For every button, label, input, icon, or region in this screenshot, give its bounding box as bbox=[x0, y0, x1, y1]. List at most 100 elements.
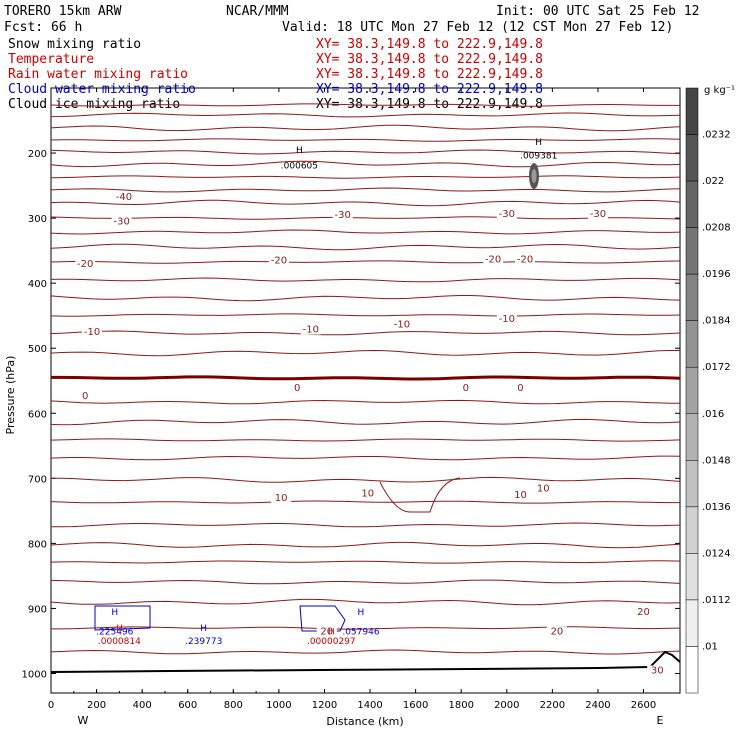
temperature-contour-line bbox=[50, 541, 681, 549]
maximum-value: .009381 bbox=[520, 151, 557, 161]
terrain-line bbox=[50, 650, 681, 673]
model-name: TORERO 15km ARW bbox=[4, 4, 122, 19]
contour-label-bg bbox=[268, 255, 289, 266]
x-tick-label: 600 bbox=[178, 700, 197, 711]
contour-label-bg bbox=[287, 383, 308, 394]
temperature-contour-line bbox=[50, 418, 681, 426]
maximum-marker: H bbox=[116, 624, 123, 634]
contour-label-bg bbox=[496, 314, 517, 325]
temperature-contour-line bbox=[50, 522, 681, 528]
contour-label: -10 bbox=[84, 327, 100, 338]
contour-label-bg bbox=[533, 483, 554, 494]
temperature-contour-line bbox=[50, 103, 680, 107]
contour-label: 10 bbox=[537, 483, 550, 494]
colorbar-tick-label: .016 bbox=[702, 409, 724, 420]
colorbar-tick-label: .0172 bbox=[702, 362, 731, 373]
contour-label-bg bbox=[483, 254, 504, 265]
contour-label: 20 bbox=[551, 626, 564, 637]
colorbar-tick-label: .0124 bbox=[702, 548, 731, 559]
contour-label: -20 bbox=[77, 259, 93, 270]
center-name: NCAR/MMM bbox=[226, 4, 289, 19]
temperature-contour-line bbox=[50, 124, 681, 132]
contour-label: 20 bbox=[637, 607, 650, 618]
y-tick-label: 1000 bbox=[22, 669, 47, 680]
contour-label: 0 bbox=[463, 383, 469, 394]
y-tick-label: 200 bbox=[28, 149, 47, 160]
init-time: Init: 00 UTC Sat 25 Feb 12 bbox=[496, 4, 700, 19]
temperature-contour-line bbox=[50, 112, 681, 118]
colorbar-swatch bbox=[685, 87, 699, 135]
maximum-value: .000605 bbox=[281, 162, 318, 172]
x-tick-label: 800 bbox=[224, 700, 243, 711]
x-tick-label: 1400 bbox=[357, 700, 382, 711]
maximum-marker: H bbox=[296, 146, 303, 156]
colorbar-swatch bbox=[685, 599, 699, 647]
contour-label-bg bbox=[82, 327, 103, 338]
legend-xy-range: XY= 38.3,149.8 to 222.9,149.8 bbox=[316, 67, 543, 82]
contour-label: -20 bbox=[517, 254, 533, 265]
legend-xy-range: XY= 38.3,149.8 to 222.9,149.8 bbox=[316, 52, 543, 67]
contour-label-bg bbox=[75, 258, 96, 269]
colorbar-tick-label: .0184 bbox=[702, 316, 731, 327]
contour-label-bg bbox=[455, 383, 476, 394]
colorbar-swatch bbox=[685, 134, 699, 182]
cloud-water-contours bbox=[94, 605, 346, 632]
x-axis-label: Distance (km) bbox=[326, 715, 403, 728]
legend-xy-range: XY= 38.3,149.8 to 222.9,149.8 bbox=[316, 82, 543, 97]
colorbar-tick-label: .0232 bbox=[702, 130, 731, 141]
colorbar-tick-label: .0112 bbox=[702, 595, 731, 606]
contour-label-bg bbox=[391, 319, 412, 330]
temperature-contour-line bbox=[50, 160, 681, 168]
contour-label: 10 bbox=[514, 490, 527, 501]
colorbar-tick-label: .0196 bbox=[702, 269, 731, 280]
contour-label: 30 bbox=[651, 665, 664, 676]
field-legend: Snow mixing ratio XY= 38.3,149.8 to 222.9… bbox=[8, 37, 543, 112]
temperature-contour-line bbox=[50, 399, 681, 405]
colorbar-swatch bbox=[685, 227, 699, 275]
contour-label: 10 bbox=[361, 489, 374, 500]
temperature-contour-line bbox=[50, 187, 681, 193]
temperature-contour-line bbox=[51, 476, 681, 483]
legend-field-name: Rain water mixing ratio bbox=[8, 67, 188, 82]
temperature-contour-line bbox=[50, 149, 681, 155]
temperature-contour-line bbox=[50, 175, 681, 179]
contour-label-bg bbox=[515, 254, 536, 265]
temperature-contour-line bbox=[50, 649, 681, 655]
contour-label: -10 bbox=[499, 314, 515, 325]
snow-shading bbox=[529, 163, 539, 189]
contour-label-bg bbox=[633, 606, 654, 617]
contour-label: -10 bbox=[394, 319, 410, 330]
temperature-contour-line bbox=[50, 243, 681, 251]
contour-label-bg bbox=[271, 493, 292, 504]
contour-label: -30 bbox=[113, 217, 129, 228]
contour-label-bg bbox=[587, 208, 608, 219]
temperature-contour-line bbox=[50, 229, 681, 235]
colorbar-swatch bbox=[685, 366, 699, 415]
x-tick-label: 1200 bbox=[312, 700, 337, 711]
y-tick-label: 700 bbox=[28, 474, 47, 485]
contour-label-bg bbox=[647, 665, 668, 676]
contour-label: 0 bbox=[294, 383, 300, 394]
x-tick-label: 2200 bbox=[540, 700, 565, 711]
temperature-contour-line bbox=[50, 199, 681, 207]
contour-labels: -40 -30 -30 -30 -30 -20 -20 -20 -20 -10 -10 -10 -10 0… bbox=[75, 191, 668, 676]
temperature-contour-line bbox=[50, 500, 680, 504]
x-tick-label: 1000 bbox=[266, 700, 291, 711]
contour-label: -20 bbox=[485, 254, 501, 265]
maxima-markers: H.000605H.009381H.225496H.0000814H.23977… bbox=[96, 138, 557, 647]
contour-label-bg bbox=[113, 191, 134, 202]
maximum-marker: H bbox=[535, 138, 542, 148]
legend-field-name: Temperature bbox=[8, 52, 94, 67]
temperature-contour-line bbox=[50, 455, 681, 461]
x-end-right: E bbox=[657, 714, 664, 727]
contour-label-bg bbox=[357, 488, 378, 499]
y-tick-label: 900 bbox=[28, 604, 47, 615]
contour-label-bg bbox=[546, 626, 567, 637]
maximum-marker: H bbox=[111, 608, 118, 618]
maximum-value: .239773 bbox=[185, 637, 222, 647]
maximum-marker: H bbox=[200, 624, 207, 634]
y-tick-label: 800 bbox=[28, 539, 47, 550]
x-tick-label: 200 bbox=[87, 700, 106, 711]
contour-label-bg bbox=[496, 208, 517, 219]
contour-label-bg bbox=[510, 489, 531, 500]
